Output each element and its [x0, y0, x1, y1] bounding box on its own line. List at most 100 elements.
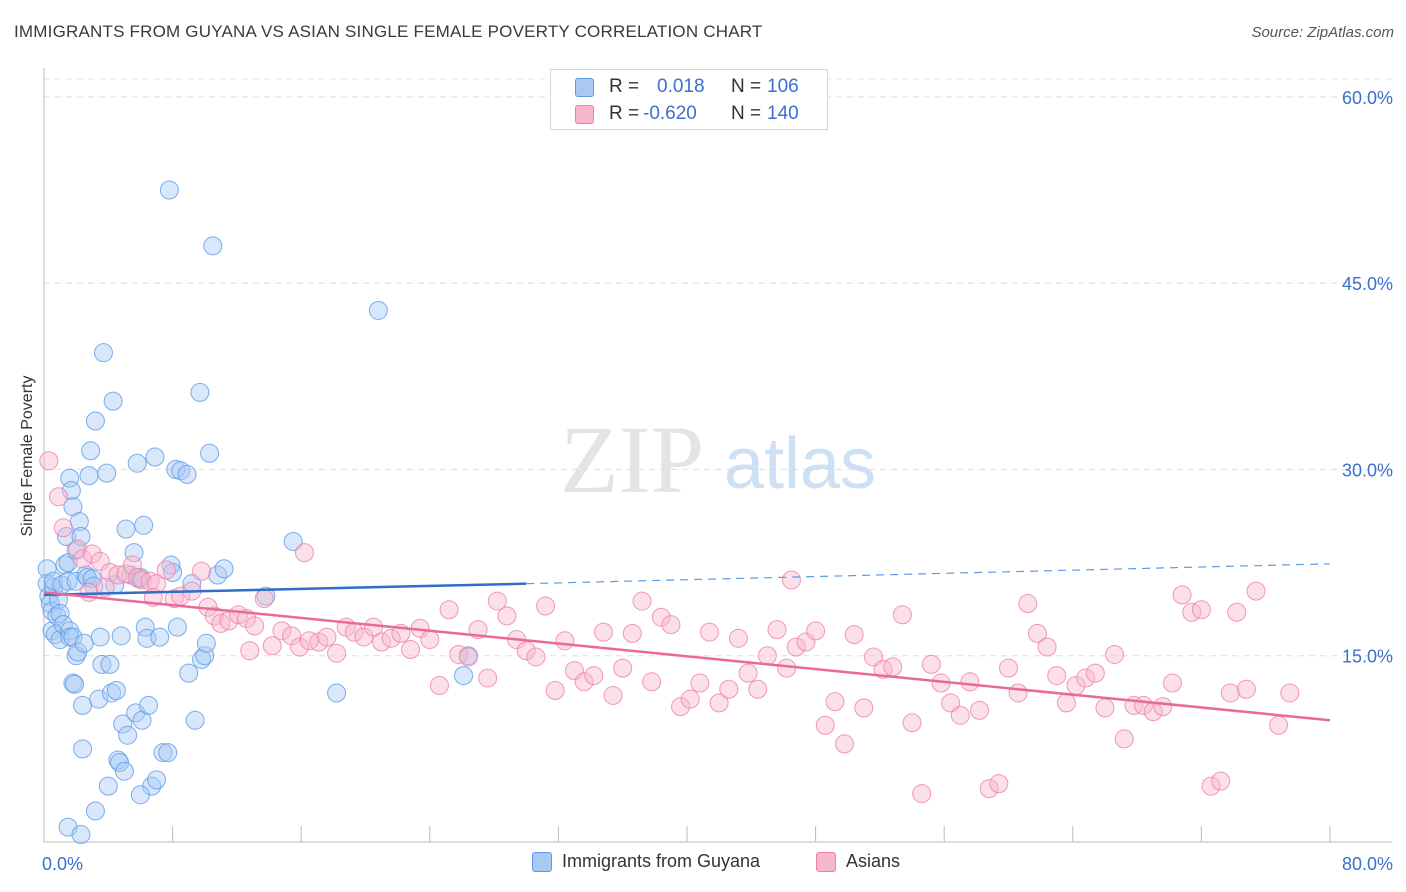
y-tick-label: 15.0%: [1342, 647, 1393, 667]
stats-legend: R = 0.018 N = 106 R = -0.620 N = 140: [550, 69, 828, 130]
data-point: [327, 643, 347, 663]
legend-swatch-guyana: [532, 851, 552, 872]
data-point: [844, 625, 864, 645]
data-point: [757, 646, 777, 666]
data-point: [622, 623, 642, 643]
watermark-atlas: atlas: [724, 424, 876, 504]
data-point: [55, 555, 75, 575]
data-point: [245, 616, 265, 636]
data-point: [1220, 683, 1240, 703]
data-point: [738, 663, 758, 683]
data-point: [100, 563, 120, 582]
x-tick-label: 0.0%: [42, 854, 83, 874]
data-point: [883, 657, 903, 677]
data-point: [1056, 693, 1076, 713]
data-point: [85, 801, 105, 821]
data-point: [85, 411, 105, 431]
data-point: [960, 672, 980, 692]
data-point: [167, 617, 187, 637]
data-point: [190, 382, 210, 402]
legend-label-guyana: Immigrants from Guyana: [562, 851, 761, 871]
data-point: [1227, 602, 1247, 622]
chart-title: IMMIGRANTS FROM GUYANA VS ASIAN SINGLE F…: [14, 22, 763, 41]
gridlines: [44, 78, 1392, 657]
series-asians-points: [39, 451, 1300, 804]
watermark: ZIP atlas: [560, 406, 876, 513]
data-point: [680, 689, 700, 709]
data-point: [1236, 679, 1256, 699]
data-point: [98, 776, 118, 796]
data-point: [122, 555, 142, 575]
data-point: [79, 466, 99, 486]
data-point: [192, 561, 212, 581]
data-point: [294, 543, 314, 563]
data-point: [60, 621, 80, 641]
trend-lines: [43, 563, 1331, 722]
data-point: [458, 647, 478, 667]
data-point: [354, 627, 374, 647]
x-tick-label: 80.0%: [1342, 854, 1393, 874]
data-point: [912, 784, 932, 804]
data-point: [1269, 715, 1289, 735]
data-point: [90, 627, 110, 647]
data-point: [134, 515, 154, 535]
data-point: [74, 633, 94, 653]
data-point: [73, 695, 93, 715]
data-point: [921, 654, 941, 674]
data-point: [203, 236, 223, 256]
data-point: [690, 673, 710, 693]
data-point: [786, 637, 806, 657]
data-point: [1211, 771, 1231, 791]
data-point: [439, 600, 459, 620]
data-point: [806, 621, 826, 641]
data-point: [110, 753, 130, 773]
stats-swatch-guyana: [575, 78, 594, 97]
data-point: [1076, 668, 1096, 688]
data-point: [815, 715, 835, 735]
data-point: [111, 626, 131, 646]
y-tick-label: 60.0%: [1342, 88, 1393, 108]
stats-row-guyana: R = 0.018 N = 106: [551, 74, 827, 101]
data-point: [497, 606, 517, 626]
data-point: [73, 739, 93, 759]
data-point: [92, 654, 112, 674]
data-point: [97, 463, 117, 483]
data-point: [179, 663, 199, 683]
data-point: [145, 447, 165, 467]
data-point: [1162, 673, 1182, 693]
data-point: [185, 710, 205, 730]
data-point: [195, 646, 215, 666]
data-point: [835, 734, 855, 754]
data-point: [200, 443, 220, 463]
data-point: [796, 632, 816, 652]
data-point: [66, 571, 86, 591]
data-point: [603, 685, 623, 705]
data-point: [781, 570, 801, 590]
data-point: [82, 544, 102, 564]
data-point: [454, 666, 474, 686]
data-point: [719, 679, 739, 699]
data-point: [892, 605, 912, 625]
data-point: [118, 725, 138, 745]
legend-swatch-asians: [816, 851, 836, 872]
data-point: [158, 743, 178, 763]
y-tick-label: 30.0%: [1342, 460, 1393, 480]
data-point: [372, 632, 392, 652]
data-point: [282, 626, 302, 646]
data-point: [272, 621, 292, 641]
stats-r-value: -0.620: [643, 103, 697, 124]
data-point: [39, 451, 59, 471]
data-point: [1114, 729, 1134, 749]
data-point: [777, 658, 797, 678]
trend-line-guyana: [43, 582, 527, 597]
data-point: [58, 571, 78, 591]
legend-item-asians: Asians: [816, 851, 900, 872]
data-point: [1105, 644, 1125, 664]
data-point: [574, 672, 594, 692]
data-point: [106, 680, 126, 700]
data-point: [545, 680, 565, 700]
data-point: [68, 539, 88, 559]
data-point: [970, 700, 990, 720]
data-point: [138, 695, 158, 715]
data-point: [1037, 637, 1057, 657]
